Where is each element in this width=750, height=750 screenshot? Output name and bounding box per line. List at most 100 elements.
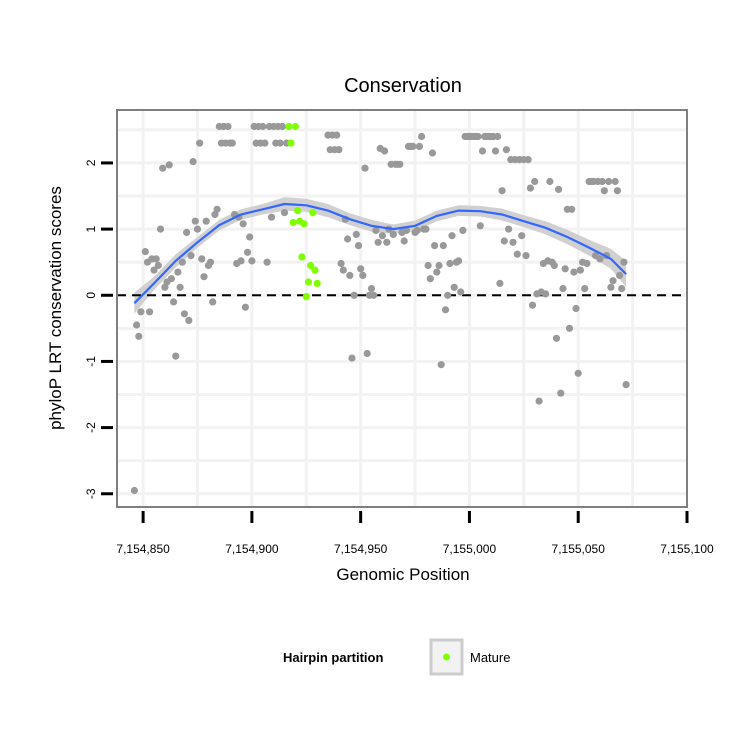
data-point [352,230,360,238]
data-point [178,258,186,266]
data-point [400,237,408,245]
data-point [428,149,437,157]
data-point [176,283,184,291]
data-point [339,266,347,274]
data-point [583,259,591,268]
data-point [559,285,567,293]
chart-title: Conservation [344,75,462,97]
data-point [491,147,500,155]
data-point [552,334,561,342]
data-point [180,310,188,318]
y-axis-tick-label: -2 [84,422,98,433]
y-axis-tick-label: 1 [84,225,98,232]
data-point-mature [291,122,299,131]
data-point-mature [302,293,310,301]
data-point [574,369,582,377]
data-point [600,187,608,195]
data-point [239,220,247,228]
data-point [572,304,580,313]
data-point [542,290,550,298]
data-point [448,232,456,240]
data-point [146,308,154,316]
plot-panel [116,109,688,508]
data-point [524,156,532,164]
data-point [402,226,410,234]
data-point [154,261,162,270]
data-point [348,354,356,362]
data-point [276,139,284,147]
data-point [280,209,289,217]
data-point [581,285,589,293]
legend-mature-dot [443,653,450,661]
data-point [555,185,563,193]
data-point [202,217,210,225]
data-point [494,132,502,141]
data-point [246,233,254,241]
data-point [557,389,565,397]
data-point [389,230,397,238]
data-point [613,187,622,195]
data-point [550,261,558,270]
y-axis-tick-label: -3 [84,488,98,499]
data-point-mature [304,278,313,286]
data-point [133,321,141,329]
data-point [441,306,450,314]
data-point [167,275,175,283]
data-point [607,283,615,291]
data-point [165,161,173,169]
data-point [196,139,204,147]
data-point [498,187,506,195]
data-point-mature [287,139,295,147]
data-point [191,217,199,225]
x-axis-tick-label: 7,154,900 [225,542,279,556]
smooth-trend-line [133,202,627,304]
data-points [130,122,630,495]
data-point [618,285,626,293]
data-point [278,122,286,131]
data-point-mature [300,220,308,228]
data-point [446,259,454,268]
data-point [513,250,521,258]
data-point [474,132,482,141]
data-point-mature [311,266,319,274]
data-point [496,279,504,287]
data-point [170,298,178,306]
y-axis: -3 -2 -1 0 1 2 [84,159,113,499]
plot-panel-border [116,109,688,508]
data-point [568,205,576,213]
data-point [344,235,352,243]
data-point [209,298,217,306]
data-point [333,131,341,139]
legend: Hairpin partition Mature [283,638,510,676]
data-point [259,122,267,131]
data-point [137,308,145,316]
y-axis-tick-label: -1 [84,356,98,367]
data-point [620,258,628,266]
data-point [185,316,193,324]
data-point [357,265,365,273]
data-point [135,332,143,340]
data-point [526,184,535,192]
data-point [439,242,447,250]
data-point [437,361,445,369]
data-point [396,160,404,168]
data-point [130,486,138,495]
data-point [193,225,202,233]
data-point [444,291,452,299]
data-point [198,255,206,263]
data-point [241,303,249,311]
data-point [415,142,423,150]
data-point [505,225,513,233]
data-point [337,259,345,268]
data-point [598,177,606,186]
data-point [156,225,165,233]
data-point [367,285,376,293]
data-point [500,237,508,245]
data-point [450,283,458,291]
data-point [576,266,585,274]
x-axis: 7,154,850 7,154,900 7,154,950 7,155,000 7,15… [116,511,714,556]
data-point [616,271,624,279]
data-point [213,205,221,213]
data-point-mature [309,209,317,217]
data-point [372,226,380,234]
